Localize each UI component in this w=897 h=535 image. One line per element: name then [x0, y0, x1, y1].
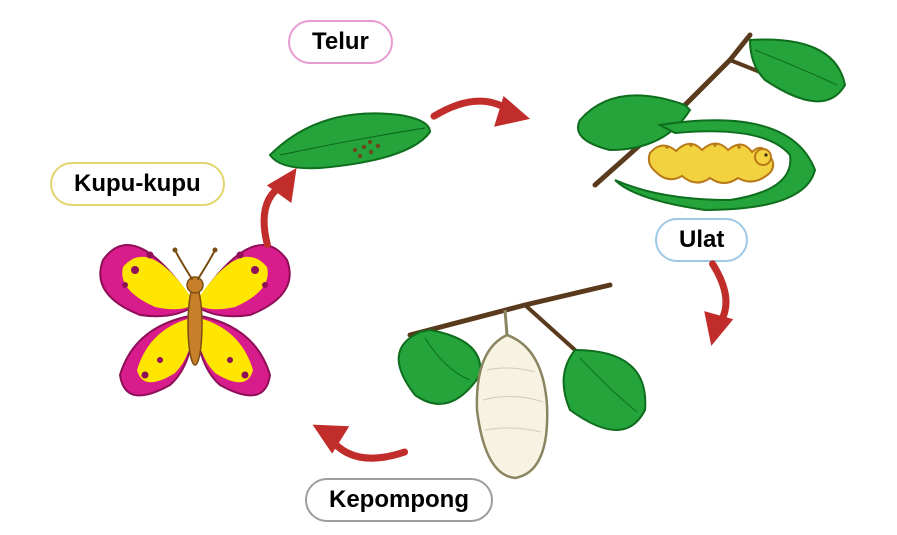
stage-kepompong	[395, 280, 655, 505]
stage-ulat	[555, 25, 855, 240]
label-telur: Telur	[288, 20, 393, 64]
stage-kupu	[95, 225, 295, 420]
caterpillar-illustration	[555, 25, 855, 235]
arrow-ulat-kepompong	[680, 256, 751, 359]
butterfly-illustration	[95, 225, 295, 415]
label-kepompong: Kepompong	[305, 478, 493, 522]
arrow-telur-ulat	[426, 76, 545, 154]
cocoon-illustration	[395, 280, 655, 500]
label-ulat: Ulat	[655, 218, 748, 262]
label-kupu: Kupu-kupu	[50, 162, 225, 206]
